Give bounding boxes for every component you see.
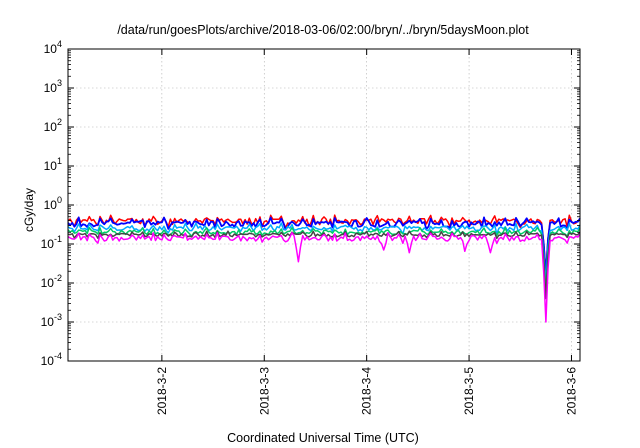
x-tick-label: 2018-3-5 bbox=[462, 367, 476, 415]
x-tick-label: 2018-3-4 bbox=[360, 367, 374, 415]
y-tick-label: 103 bbox=[44, 78, 62, 95]
series-line-3 bbox=[67, 222, 581, 284]
y-tick-label: 10-1 bbox=[41, 234, 62, 251]
y-tick-label: 10-4 bbox=[41, 351, 62, 368]
series-line-4 bbox=[67, 226, 581, 293]
y-tick-base: 10 bbox=[44, 159, 58, 173]
y-tick-exponent: 1 bbox=[57, 156, 62, 166]
y-tick-exponent: -2 bbox=[54, 273, 62, 283]
x-tick-label: 2018-3-3 bbox=[257, 367, 271, 415]
y-tick-exponent: 2 bbox=[57, 117, 62, 127]
grid bbox=[68, 49, 580, 361]
y-tick-label: 101 bbox=[44, 156, 62, 173]
y-tick-label: 10-3 bbox=[41, 312, 62, 329]
y-tick-exponent: -4 bbox=[54, 351, 62, 361]
y-tick-exponent: -3 bbox=[54, 312, 62, 322]
y-tick-label: 10-2 bbox=[41, 273, 62, 290]
x-axis: 2018-3-2 2018-3-3 2018-3-4 2018-3-5 2018-3-6 bbox=[155, 49, 578, 415]
y-tick-base: 10 bbox=[44, 42, 58, 56]
y-tick-base: 10 bbox=[41, 315, 55, 329]
series-line-6 bbox=[67, 231, 581, 323]
y-tick-exponent: 3 bbox=[57, 78, 62, 88]
y-tick-exponent: -1 bbox=[54, 234, 62, 244]
series-line-5 bbox=[67, 230, 581, 300]
y-axis-label: cGy/day bbox=[22, 188, 36, 232]
y-tick-base: 10 bbox=[44, 81, 58, 95]
x-tick-label: 2018-3-6 bbox=[564, 367, 578, 415]
y-tick-exponent: 4 bbox=[57, 39, 62, 49]
y-tick-label: 102 bbox=[44, 117, 62, 134]
y-tick-label: 104 bbox=[44, 39, 62, 56]
series-line-2 bbox=[67, 216, 581, 277]
x-axis-label: Coordinated Universal Time (UTC) bbox=[227, 431, 419, 445]
series-group bbox=[67, 214, 581, 323]
y-tick-exponent: 0 bbox=[57, 195, 62, 205]
y-tick-base: 10 bbox=[41, 237, 55, 251]
y-tick-base: 10 bbox=[41, 276, 55, 290]
y-tick-base: 10 bbox=[44, 198, 58, 212]
y-tick-label: 100 bbox=[44, 195, 62, 212]
chart-title: /data/run/goesPlots/archive/2018-03-06/0… bbox=[117, 23, 529, 37]
series-line-1 bbox=[67, 214, 581, 273]
y-tick-base: 10 bbox=[44, 120, 58, 134]
y-tick-base: 10 bbox=[41, 354, 55, 368]
x-tick-label: 2018-3-2 bbox=[155, 367, 169, 415]
